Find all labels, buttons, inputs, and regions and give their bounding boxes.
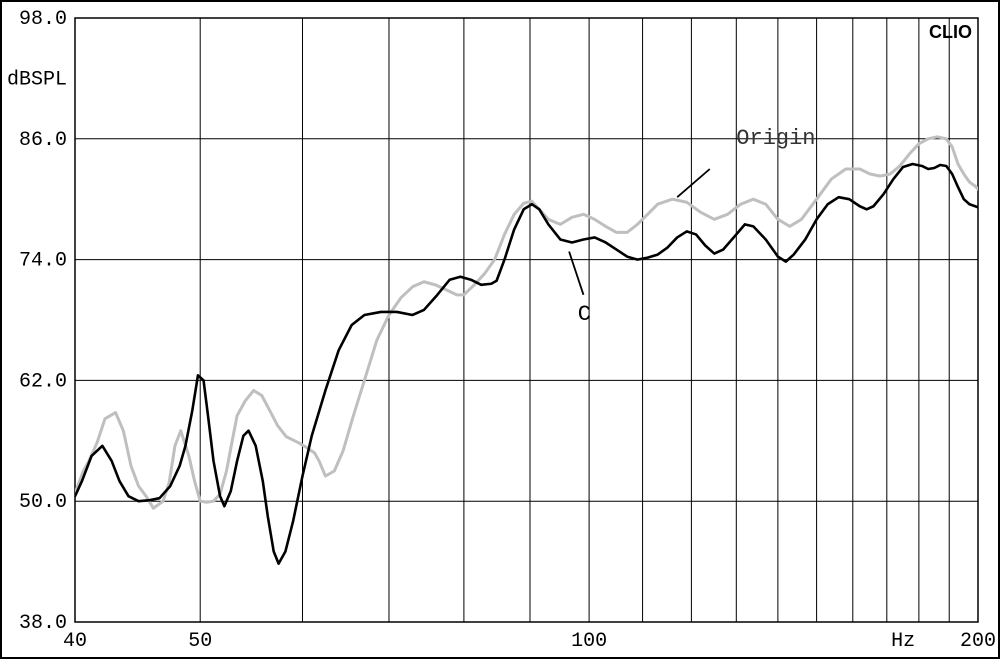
x-tick-label: 100: [571, 630, 607, 653]
annotation-origin: Origin: [736, 126, 815, 151]
y-tick-label: 98.0: [19, 8, 67, 31]
x-tick-label: 40: [63, 630, 87, 653]
y-tick-label: 62.0: [19, 370, 67, 393]
y-tick-label: 50.0: [19, 491, 67, 514]
y-tick-label: 74.0: [19, 250, 67, 273]
frequency-response-chart: 38.0 50.0 62.0 74.0 86.0 98.0 dBSPL 40 50 100 200 H…: [0, 0, 1000, 659]
y-tick-label: 38.0: [19, 612, 67, 635]
x-tick-label: 200: [960, 630, 996, 653]
annotation-c: C: [578, 302, 591, 327]
y-tick-label: 86.0: [19, 129, 67, 152]
x-tick-label: 50: [188, 630, 212, 653]
y-axis-label: dBSPL: [7, 68, 67, 91]
watermark-clio: CLIO: [929, 22, 972, 42]
x-axis-label: Hz: [891, 630, 915, 653]
